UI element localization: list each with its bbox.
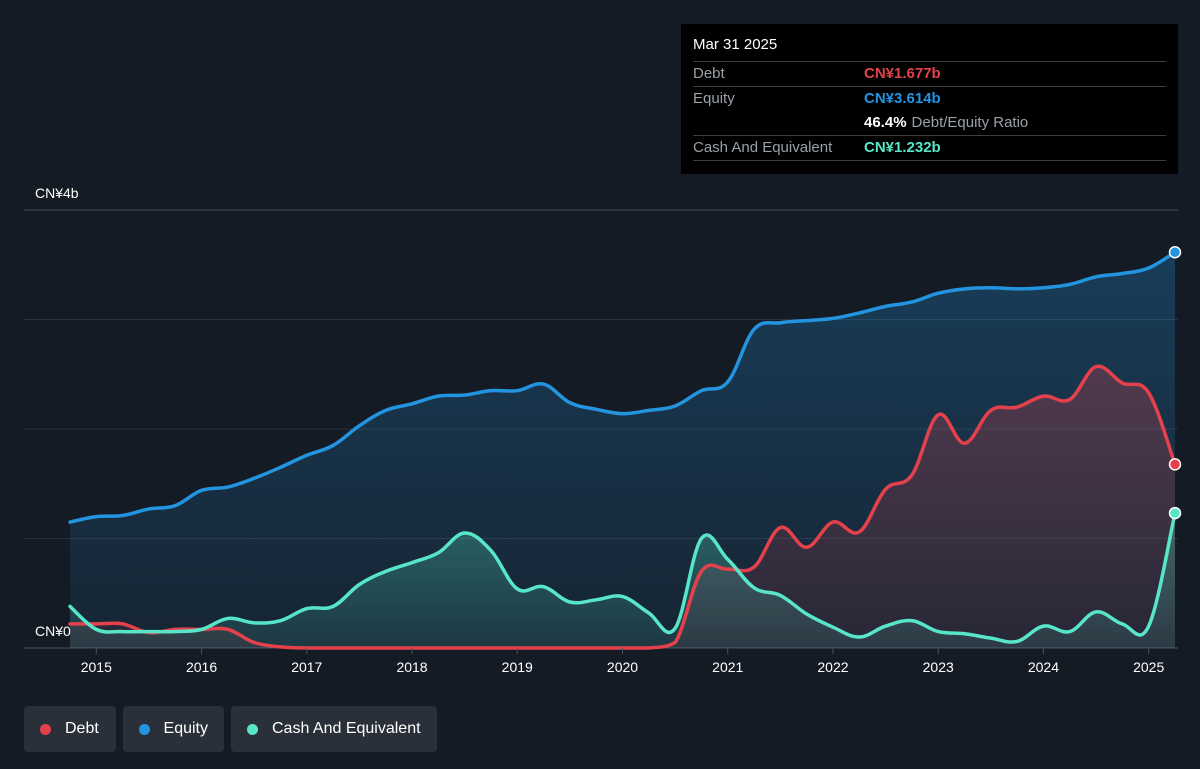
legend-item-debt[interactable]: Debt <box>24 706 116 752</box>
line-cash-and-equivalent <box>68 511 1177 644</box>
x-tick-label: 2016 <box>186 659 217 675</box>
area-debt <box>70 366 1175 648</box>
x-axis-ticks: 2015 2016 2017 2018 2019 2020 2021 2022 2023 2024… <box>81 648 1164 675</box>
tooltip-debt-row: Debt CN¥1.677b <box>693 61 1166 86</box>
tooltip-ratio-label: Debt/Equity Ratio <box>911 114 1029 131</box>
series-lines <box>68 250 1177 650</box>
end-marker-debt <box>1168 458 1182 471</box>
x-tick-label: 2019 <box>502 659 533 675</box>
chart-legend: Debt Equity Cash And Equivalent <box>24 706 437 752</box>
x-tick-label: 2025 <box>1133 659 1164 675</box>
y-axis-top-label: CN¥4b <box>35 185 79 201</box>
y-axis-zero-label: CN¥0 <box>35 623 71 639</box>
legend-label-equity: Equity <box>163 720 208 737</box>
end-marker-cash-and-equivalent <box>1168 506 1182 520</box>
x-tick-label: 2017 <box>291 659 322 675</box>
area-cash-and-equivalent <box>70 513 1175 648</box>
tooltip-ratio-value: 46.4% <box>864 114 907 131</box>
series-end-markers <box>1168 246 1182 520</box>
x-tick-label: 2021 <box>712 659 743 675</box>
legend-item-cash[interactable]: Cash And Equivalent <box>231 706 437 752</box>
tooltip-equity-row: Equity CN¥3.614b <box>693 86 1166 111</box>
end-marker-equity <box>1168 246 1182 259</box>
tooltip-date: Mar 31 2025 <box>693 36 778 53</box>
tooltip-cash-value: CN¥1.232b <box>864 139 941 156</box>
legend-dot-equity <box>139 723 150 735</box>
tooltip-equity-value: CN¥3.614b <box>864 90 941 107</box>
series-areas <box>70 252 1175 648</box>
line-equity <box>68 250 1177 524</box>
tooltip-equity-label: Equity <box>693 90 735 107</box>
legend-dot-cash <box>247 723 258 735</box>
tooltip-cash-label: Cash And Equivalent <box>693 139 833 156</box>
legend-label-debt: Debt <box>65 720 99 737</box>
tooltip-debt-value: CN¥1.677b <box>864 65 941 82</box>
tooltip-debt-label: Debt <box>693 65 725 82</box>
legend-item-equity[interactable]: Equity <box>123 706 224 752</box>
x-tick-label: 2020 <box>607 659 638 675</box>
line-debt <box>68 364 1177 650</box>
legend-dot-debt <box>40 723 51 735</box>
tooltip-panel: Mar 31 2025 Debt CN¥1.677b Equity CN¥3.6… <box>681 24 1178 174</box>
x-tick-label: 2015 <box>81 659 112 675</box>
tooltip-cash-row: Cash And Equivalent CN¥1.232b <box>693 135 1166 160</box>
x-tick-label: 2024 <box>1028 659 1059 675</box>
legend-label-cash: Cash And Equivalent <box>272 720 421 737</box>
x-tick-label: 2018 <box>396 659 427 675</box>
x-tick-label: 2022 <box>817 659 848 675</box>
tooltip-ratio-row: 46.4% Debt/Equity Ratio <box>693 111 1166 135</box>
x-tick-label: 2023 <box>923 659 954 675</box>
